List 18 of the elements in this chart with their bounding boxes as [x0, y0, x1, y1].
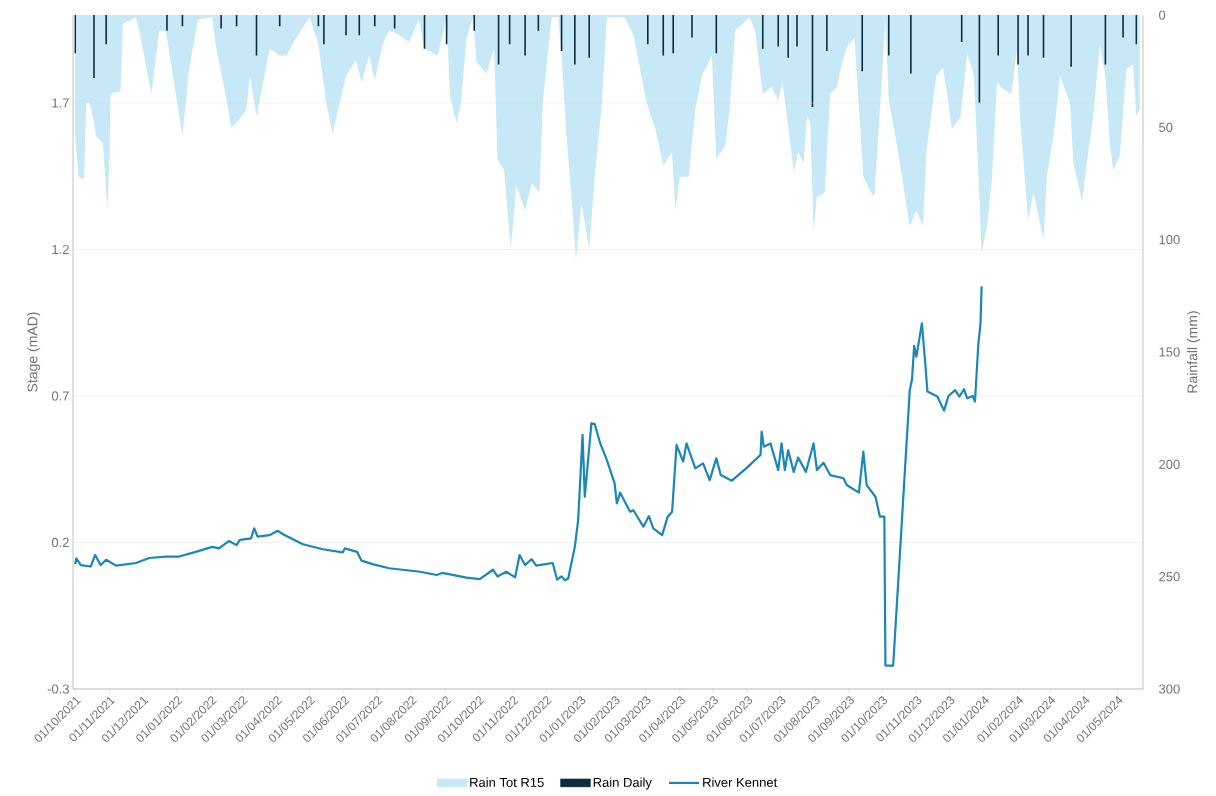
- legend-label: Rain Tot R15: [470, 777, 544, 787]
- legend-label: River Kennet: [703, 777, 778, 787]
- y-axis-title: Stage (mAD): [27, 312, 41, 392]
- y2-tick-label: 100: [1159, 235, 1180, 245]
- y2-tick-label: 0: [1159, 10, 1166, 20]
- y2-axis-title: Rainfall (mm): [1187, 311, 1201, 393]
- y2-tick-label: 200: [1159, 459, 1180, 469]
- y-tick-label: 0.2: [51, 537, 69, 548]
- y2-tick-label: 300: [1159, 684, 1180, 694]
- y-tick-label: 0.7: [51, 391, 69, 401]
- y2-tick-label: 250: [1159, 572, 1180, 582]
- legend-label: Rain Daily: [593, 777, 652, 790]
- y-tick-label: 1.7: [52, 98, 69, 108]
- y-tick-label: -0.3: [47, 684, 69, 694]
- y2-tick-label: 150: [1159, 347, 1180, 357]
- y2-tick-label: 50: [1159, 122, 1173, 132]
- y-tick-label: 1.2: [52, 244, 69, 254]
- line-series: [74, 285, 983, 667]
